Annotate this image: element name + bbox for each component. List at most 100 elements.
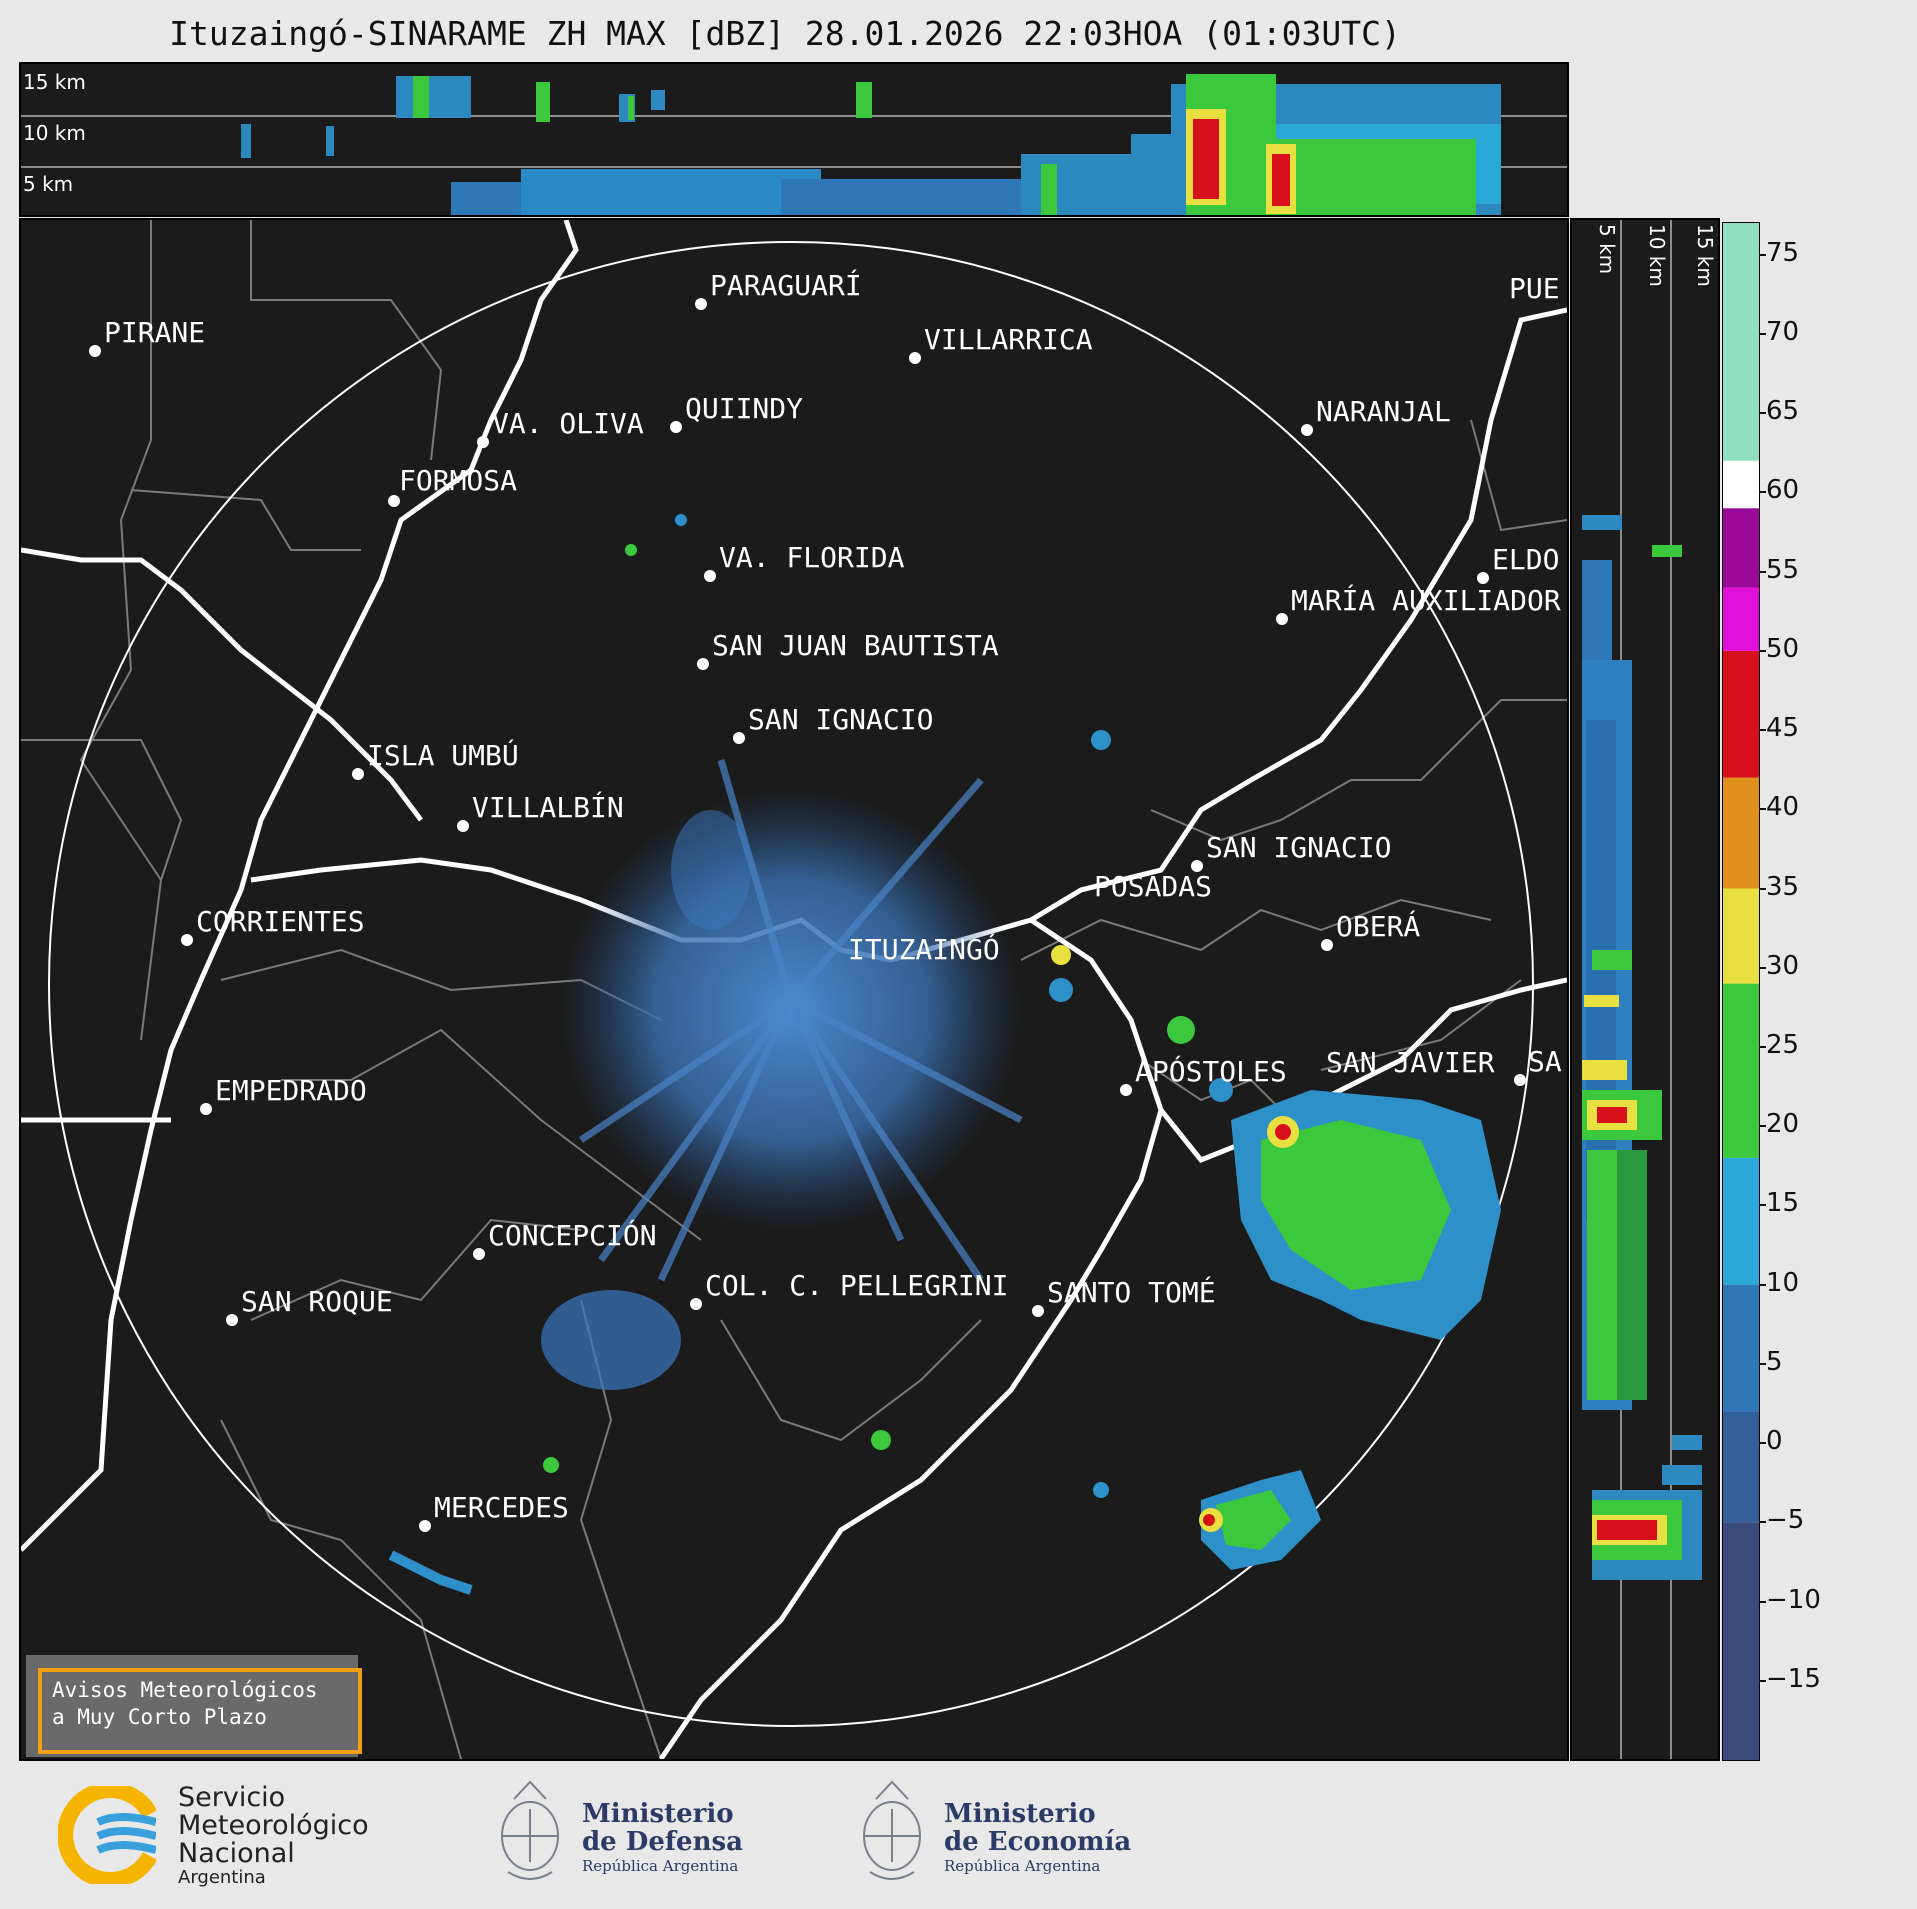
- colorbar-tick-label: −5: [1766, 1505, 1805, 1536]
- city-label: QUIINDY: [685, 392, 803, 425]
- colorbar-segment: [1723, 1157, 1759, 1285]
- colorbar-tick-label: 0: [1766, 1426, 1783, 1457]
- colorbar-tick-label: 10: [1766, 1267, 1800, 1298]
- colorbar-tick-label: 20: [1766, 1109, 1800, 1140]
- colorbar-tick-label: 5: [1766, 1346, 1783, 1377]
- city-label: SAN JUAN BAUTISTA: [712, 629, 999, 662]
- smn-line-4: Argentina: [178, 1867, 266, 1888]
- warning-box-frame: Avisos Meteorológicos a Muy Corto Plazo: [38, 1668, 362, 1754]
- warning-box[interactable]: Avisos Meteorológicos a Muy Corto Plazo: [26, 1655, 362, 1757]
- colorbar-tick-label: 45: [1766, 713, 1800, 744]
- city-label: APÓSTOLES: [1135, 1054, 1287, 1088]
- city-label: SAN IGNACIO: [748, 703, 933, 736]
- city-label: SA: [1528, 1045, 1562, 1078]
- city-label: OBERÁ: [1336, 909, 1420, 943]
- side-cross-section-panel: 5 km 10 km 15 km: [1570, 218, 1720, 1761]
- city-label: SANTO TOMÉ: [1047, 1275, 1216, 1309]
- colorbar-tick-label: 25: [1766, 1029, 1800, 1060]
- city-label: MERCEDES: [434, 1491, 569, 1524]
- city-label: SAN IGNACIO: [1206, 831, 1391, 864]
- colorbar-tick-label: 65: [1766, 396, 1800, 427]
- colorbar-tick-mark: [1759, 966, 1766, 969]
- colorbar-tick-mark: [1759, 1442, 1766, 1445]
- colorbar-tick-label: 15: [1766, 1188, 1800, 1219]
- colorbar-segment: [1723, 460, 1759, 509]
- colorbar-tick-mark: [1759, 1600, 1766, 1603]
- colorbar-tick-label: 75: [1766, 237, 1800, 268]
- colorbar-tick-mark: [1759, 570, 1766, 573]
- colorbar-tick-mark: [1759, 729, 1766, 732]
- colorbar-tick-mark: [1759, 1679, 1766, 1682]
- economia-seal: [856, 1774, 928, 1896]
- defensa-line-3: República Argentina: [582, 1857, 739, 1875]
- defensa-line-1: Ministerio: [582, 1799, 734, 1829]
- smn-logo-icon: [57, 1782, 158, 1888]
- city-markers: PARAGUARÍ PIRANE VILLARRICA PUE VA. OLIV…: [89, 268, 1562, 1532]
- smn-logo-text: Servicio Meteorológico Nacional Argentin…: [178, 1784, 369, 1888]
- colorbar-tick-mark: [1759, 1521, 1766, 1524]
- city-label: CORRIENTES: [196, 905, 365, 938]
- city-label: COL. C. PELLEGRINI: [705, 1269, 1008, 1302]
- defensa-line-2: de Defensa: [582, 1827, 743, 1857]
- colorbar-tick-label: −15: [1766, 1663, 1821, 1694]
- city-label: POSADAS: [1094, 870, 1212, 903]
- map-title: Ituzaingó-SINARAME ZH MAX [dBZ] 28.01.20…: [169, 14, 1401, 53]
- colorbar-tick-label: 35: [1766, 871, 1800, 902]
- side-alt-label-15: 15 km: [1693, 224, 1717, 287]
- colorbar-tick-mark: [1759, 332, 1766, 335]
- side-echo-band: [1582, 515, 1702, 1580]
- colorbar-segment: [1723, 508, 1759, 588]
- radar-site-label: ITUZAINGÓ: [848, 932, 1000, 966]
- radar-map-svg: PARAGUARÍ PIRANE VILLARRICA PUE VA. OLIV…: [19, 219, 1568, 1761]
- colorbar-segment: [1723, 587, 1759, 651]
- city-label: MARÍA AUXILIADOR: [1291, 583, 1561, 617]
- dbz-colorbar: [1722, 222, 1760, 1761]
- top-cross-section-svg: 15 km 10 km 5 km: [21, 70, 1567, 215]
- colorbar-tick-mark: [1759, 412, 1766, 415]
- city-label: VA. OLIVA: [492, 407, 644, 440]
- colorbar-tick-mark: [1759, 887, 1766, 890]
- coat-of-arms-icon: [863, 1780, 921, 1880]
- radar-map[interactable]: PARAGUARÍ PIRANE VILLARRICA PUE VA. OLIV…: [19, 218, 1569, 1761]
- colorbar-tick-mark: [1759, 649, 1766, 652]
- colorbar-segment: [1723, 1411, 1759, 1523]
- colorbar-tick-mark: [1759, 1204, 1766, 1207]
- defensa-text: Ministerio de Defensa República Argentin…: [582, 1800, 743, 1876]
- city-label: ISLA UMBÚ: [367, 738, 519, 772]
- colorbar-tick-mark: [1759, 1045, 1766, 1048]
- coat-of-arms-icon: [501, 1780, 559, 1880]
- city-label: VILLARRICA: [924, 323, 1093, 356]
- colorbar-tick-mark: [1759, 1125, 1766, 1128]
- colorbar-tick-label: 50: [1766, 633, 1800, 664]
- city-label: PIRANE: [104, 316, 205, 349]
- colorbar-tick-label: 55: [1766, 554, 1800, 585]
- city-label: SAN JAVIER: [1326, 1046, 1495, 1079]
- city-label: NARANJAL: [1316, 395, 1451, 428]
- colorbar-segment: [1723, 650, 1759, 778]
- warning-line-1: Avisos Meteorológicos: [52, 1678, 318, 1702]
- colorbar-tick-label: 70: [1766, 316, 1800, 347]
- smn-line-1: Servicio: [178, 1782, 286, 1813]
- colorbar-tick-mark: [1759, 253, 1766, 256]
- city-label: ELDO: [1492, 543, 1559, 576]
- colorbar-tick-mark: [1759, 1283, 1766, 1286]
- city-label: CONCEPCIÓN: [488, 1218, 657, 1252]
- top-alt-label-10: 10 km: [23, 121, 86, 145]
- smn-logo: [57, 1782, 158, 1888]
- city-label: SAN ROQUE: [241, 1285, 393, 1318]
- top-echo-band: [241, 74, 1501, 215]
- colorbar-segment: [1723, 223, 1759, 461]
- storm-cells: [388, 514, 1501, 1595]
- city-label: PARAGUARÍ: [710, 268, 862, 302]
- range-ring: [48, 241, 1534, 1727]
- colorbar-tick-label: 30: [1766, 950, 1800, 981]
- city-label: PUE: [1509, 272, 1560, 305]
- side-alt-label-10: 10 km: [1645, 224, 1669, 287]
- warning-line-2: a Muy Corto Plazo: [52, 1705, 267, 1729]
- colorbar-tick-label: 40: [1766, 792, 1800, 823]
- colorbar-tick-label: −10: [1766, 1584, 1821, 1615]
- colorbar-tick-label: 60: [1766, 475, 1800, 506]
- economia-line-1: Ministerio: [944, 1799, 1096, 1829]
- city-label: VA. FLORIDA: [719, 541, 905, 574]
- economia-line-3: República Argentina: [944, 1857, 1101, 1875]
